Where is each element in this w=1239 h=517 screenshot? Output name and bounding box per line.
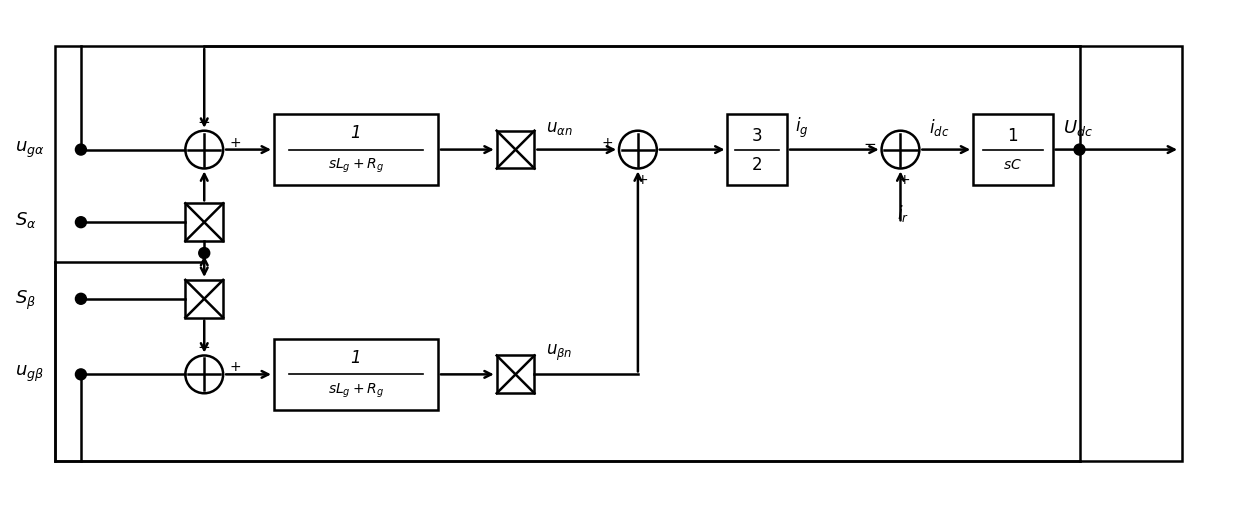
Text: $-$: $-$ bbox=[197, 113, 209, 128]
Bar bbox=[186, 280, 223, 317]
Text: $+$: $+$ bbox=[229, 135, 242, 149]
Bar bbox=[274, 339, 437, 410]
Text: $i_g$: $i_g$ bbox=[795, 116, 809, 140]
Text: $u_{g\beta}$: $u_{g\beta}$ bbox=[15, 364, 45, 385]
Text: $+$: $+$ bbox=[636, 173, 648, 188]
Text: $+$: $+$ bbox=[229, 360, 242, 374]
Text: 1: 1 bbox=[351, 349, 362, 367]
Circle shape bbox=[76, 293, 87, 304]
Text: $+$: $+$ bbox=[898, 173, 911, 188]
Text: $sL_g+R_g$: $sL_g+R_g$ bbox=[328, 157, 384, 175]
Text: $S_{\beta}$: $S_{\beta}$ bbox=[15, 289, 36, 312]
Text: 2: 2 bbox=[752, 156, 762, 174]
Bar bbox=[274, 114, 437, 186]
Circle shape bbox=[76, 144, 87, 155]
Text: $i_{dc}$: $i_{dc}$ bbox=[929, 117, 949, 138]
Circle shape bbox=[1074, 144, 1085, 155]
Text: 1: 1 bbox=[351, 124, 362, 142]
Bar bbox=[497, 356, 534, 393]
Bar bbox=[497, 131, 534, 169]
Bar bbox=[727, 114, 787, 186]
Text: $u_{g\alpha}$: $u_{g\alpha}$ bbox=[15, 140, 45, 160]
Text: $-$: $-$ bbox=[197, 338, 209, 353]
Text: 1: 1 bbox=[1007, 127, 1018, 145]
Bar bbox=[55, 46, 1182, 461]
Text: $u_{\beta n}$: $u_{\beta n}$ bbox=[546, 342, 572, 362]
Text: $S_{\alpha}$: $S_{\alpha}$ bbox=[15, 210, 37, 230]
Text: $+$: $+$ bbox=[601, 135, 613, 149]
Text: $sC$: $sC$ bbox=[1004, 158, 1022, 172]
Text: $u_{\alpha n}$: $u_{\alpha n}$ bbox=[546, 119, 574, 136]
Circle shape bbox=[76, 217, 87, 227]
Circle shape bbox=[76, 369, 87, 380]
Bar bbox=[186, 203, 223, 241]
Circle shape bbox=[198, 248, 209, 258]
Text: 3: 3 bbox=[752, 127, 762, 145]
Text: $U_{dc}$: $U_{dc}$ bbox=[1063, 118, 1093, 138]
Text: $i_r$: $i_r$ bbox=[897, 203, 909, 224]
Text: $-$: $-$ bbox=[864, 135, 876, 150]
Bar bbox=[973, 114, 1053, 186]
Text: $sL_g+R_g$: $sL_g+R_g$ bbox=[328, 382, 384, 400]
